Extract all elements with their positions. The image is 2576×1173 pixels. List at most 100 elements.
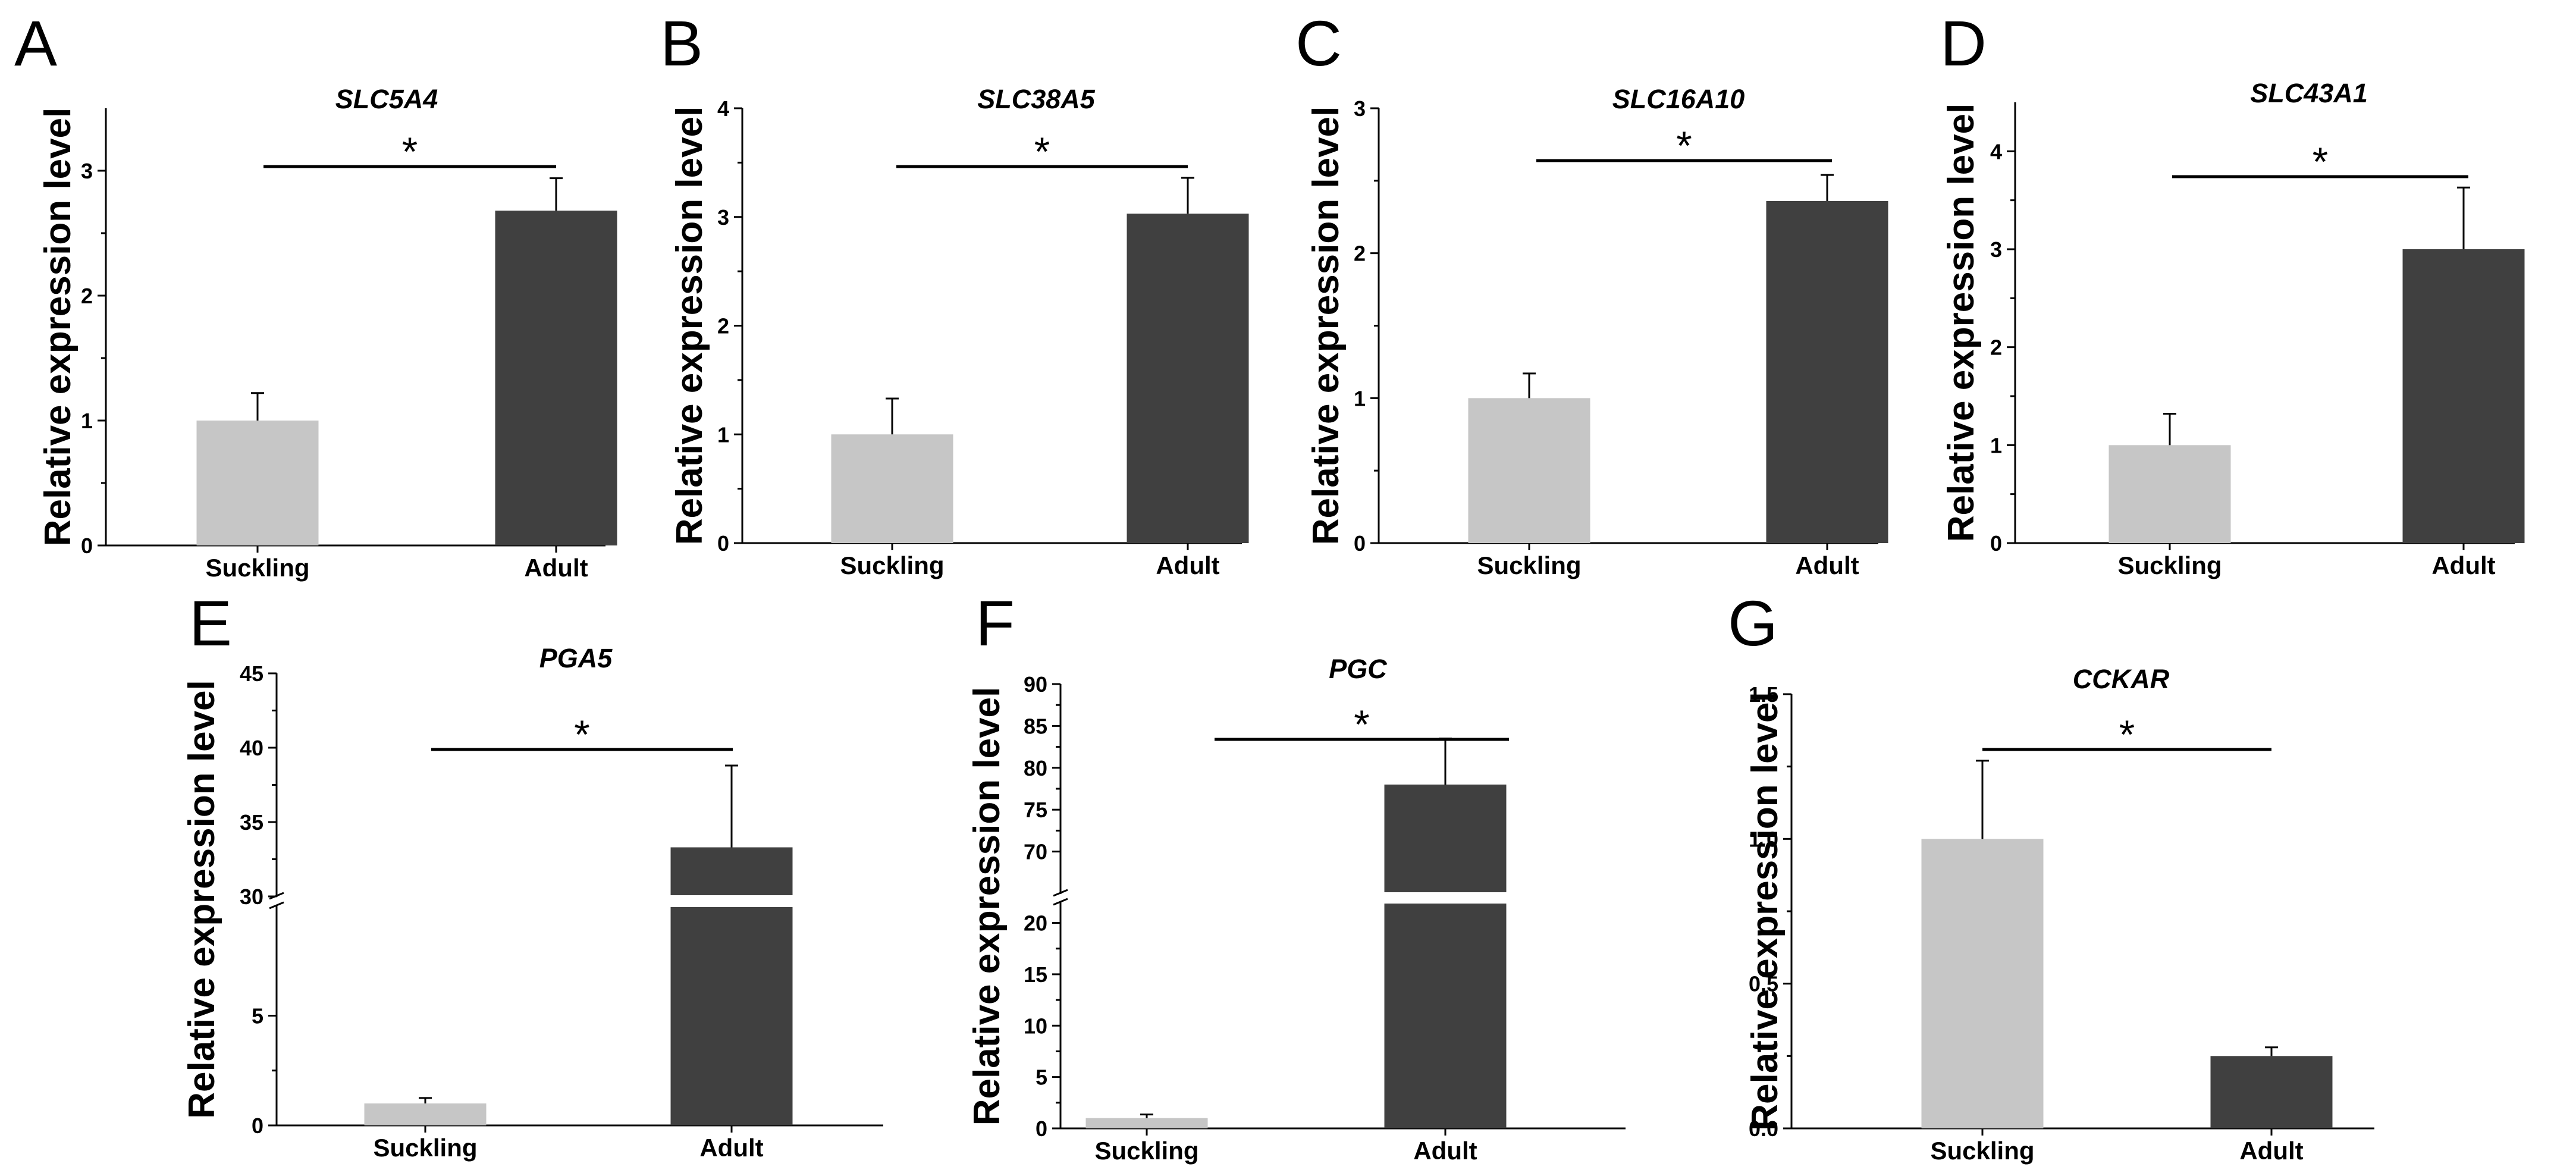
x-category-label: Adult	[699, 1134, 763, 1162]
bar-break-band	[669, 895, 794, 907]
y-tick-label: 40	[240, 736, 263, 760]
significance-marker: *	[1676, 123, 1692, 168]
bar-adult	[1766, 200, 1888, 543]
y-tick-label: 15	[1024, 962, 1047, 987]
x-category-label: Adult	[1156, 551, 1219, 579]
chart-title: SLC16A10	[1612, 84, 1745, 114]
chart-title: PGC	[1329, 654, 1388, 684]
x-category-label: Suckling	[373, 1134, 477, 1162]
chart-title: SLC38A5	[977, 84, 1096, 114]
y-tick-label: 0	[717, 531, 729, 556]
y-tick-label: 3	[1990, 237, 2002, 262]
x-category-label: Suckling	[840, 551, 944, 579]
significance-marker: *	[1354, 702, 1369, 747]
chart-title: CCKAR	[2073, 664, 2170, 694]
panel-g: G Relative expression level CCKAR 0.0 0.5 1.0…	[1728, 587, 2374, 1165]
bar-suckling	[2109, 445, 2231, 543]
x-category-label: Adult	[2431, 551, 2495, 579]
y-tick-label: 2	[1354, 242, 1366, 266]
x-category-label: Adult	[1413, 1137, 1477, 1165]
y-axis-label: Relative expression level	[1744, 692, 1786, 1131]
significance-marker: *	[574, 712, 589, 757]
chart-title: SLC43A1	[2250, 78, 2368, 108]
bar-adult	[2402, 249, 2525, 543]
x-category-label: Adult	[2239, 1137, 2303, 1165]
bar-suckling	[831, 434, 953, 543]
panel-letter: C	[1295, 7, 1342, 79]
chart-title: PGA5	[539, 643, 613, 673]
y-axis-label: Relative expression level	[1941, 104, 1982, 542]
bar-adult	[1127, 214, 1249, 544]
axis-break-mark	[1053, 889, 1068, 897]
axis-break-gap	[1057, 894, 1064, 902]
x-category-label: Suckling	[1930, 1137, 2034, 1165]
axis-break-mark	[269, 901, 284, 909]
y-tick-label: 45	[240, 661, 263, 686]
y-tick-label: 80	[1024, 756, 1047, 780]
y-tick-label: 30	[240, 885, 263, 909]
y-tick-label: 20	[1024, 911, 1047, 936]
y-axis-label: Relative expression level	[669, 106, 710, 545]
panel-f: F Relative expression level PGC 0 5 10 15 20 70 7…	[967, 587, 1626, 1165]
y-tick-label: 90	[1024, 672, 1047, 697]
x-category-label: Suckling	[2117, 551, 2222, 579]
x-category-label: Suckling	[1094, 1137, 1198, 1165]
y-tick-label: 0	[1036, 1116, 1047, 1141]
y-tick-label: 5	[252, 1004, 263, 1028]
panel-letter: E	[189, 587, 232, 659]
y-tick-label: 3	[717, 205, 729, 230]
bar-suckling	[1085, 1118, 1208, 1128]
y-axis-label: Relative expression level	[967, 687, 1008, 1126]
y-tick-label: 0.5	[1749, 972, 1778, 996]
chart-title: SLC5A4	[335, 84, 438, 114]
y-tick-label: 5	[1036, 1065, 1047, 1090]
panel-letter: F	[975, 587, 1015, 659]
y-tick-label: 2	[81, 284, 93, 308]
y-tick-label: 0	[1354, 531, 1366, 556]
significance-marker: *	[1034, 129, 1050, 174]
y-tick-label: 0	[252, 1114, 263, 1138]
y-tick-label: 1	[81, 409, 93, 433]
y-tick-label: 0.0	[1749, 1116, 1778, 1141]
panel-b: B Relative expression level SLC38A5 0 1 2 3 4 Su…	[660, 7, 1249, 579]
axis-break-mark	[1053, 898, 1068, 906]
bar-suckling	[364, 1103, 487, 1125]
panel-d: D Relative expression level SLC43A1 0 1 2 3 4 Su…	[1940, 7, 2525, 579]
y-axis-label: Relative expression level	[181, 680, 222, 1119]
x-category-label: Suckling	[205, 554, 309, 582]
y-tick-label: 1	[717, 422, 729, 447]
panel-letter: G	[1728, 587, 1778, 659]
panel-letter: B	[660, 7, 703, 79]
y-tick-label: 0	[1990, 531, 2002, 556]
panel-c: C Relative expression level SLC16A10 0 1 2 3 Su…	[1295, 7, 1888, 579]
y-tick-label: 4	[1990, 139, 2002, 164]
y-tick-label: 10	[1024, 1014, 1047, 1038]
y-tick-label: 1.0	[1749, 827, 1778, 851]
x-category-label: Suckling	[1477, 551, 1581, 579]
panel-letter: A	[14, 7, 57, 79]
bar-adult	[1384, 784, 1507, 1128]
panel-letter: D	[1940, 7, 1987, 79]
y-tick-label: 1.5	[1749, 682, 1778, 707]
axis-break-gap	[273, 897, 280, 905]
panel-e: E Relative expression level PGA5 0 5 30 35 40 45…	[181, 587, 883, 1162]
y-tick-label: 1	[1354, 386, 1366, 410]
bar-adult	[2210, 1056, 2333, 1128]
y-axis-label: Relative expression level	[1306, 106, 1347, 545]
significance-marker: *	[2313, 139, 2328, 184]
y-tick-label: 70	[1024, 840, 1047, 864]
x-category-label: Adult	[524, 554, 588, 582]
y-tick-label: 0	[81, 534, 93, 558]
bar-adult	[495, 211, 617, 545]
y-tick-label: 75	[1024, 798, 1047, 822]
bar-adult	[670, 847, 793, 1125]
bar-suckling	[1468, 398, 1590, 543]
bar-break-band	[1383, 892, 1508, 904]
y-tick-label: 35	[240, 810, 263, 835]
y-tick-label: 85	[1024, 714, 1047, 738]
y-axis-label: Relative expression level	[37, 108, 79, 547]
y-tick-label: 3	[1354, 96, 1366, 121]
y-tick-label: 3	[81, 159, 93, 183]
y-tick-label: 2	[717, 314, 729, 338]
